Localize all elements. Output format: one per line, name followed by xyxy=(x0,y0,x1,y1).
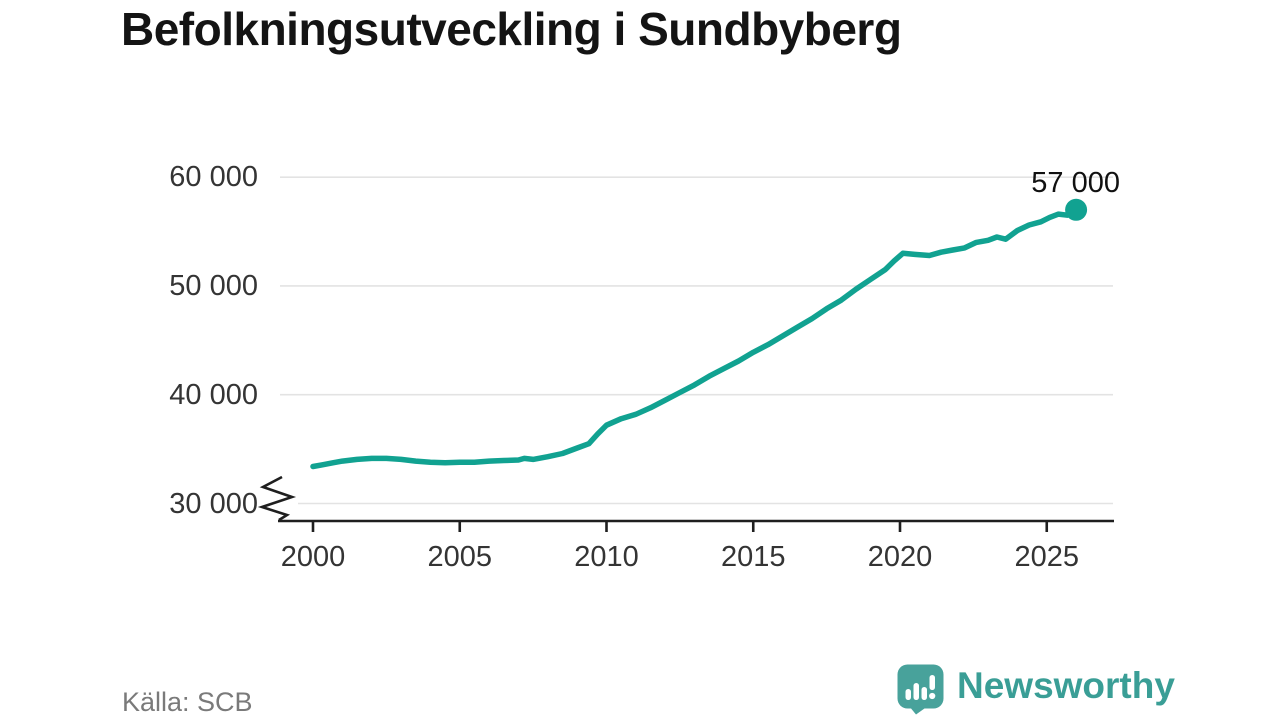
x-tick-label: 2010 xyxy=(574,541,639,573)
x-tick-label: 2005 xyxy=(427,541,492,573)
x-tick-label: 2025 xyxy=(1014,541,1079,573)
y-tick-label: 30 000 xyxy=(169,487,258,520)
y-tick-label: 60 000 xyxy=(169,161,258,194)
x-tick-label: 2000 xyxy=(280,541,346,573)
brand-name: Newsworthy xyxy=(957,665,1175,706)
source-note: Källa: SCB xyxy=(122,687,253,717)
x-tick-label: 2015 xyxy=(720,541,786,573)
y-tick-label: 40 000 xyxy=(169,378,258,411)
chart-title: Befolkningsutveckling i Sundbyberg xyxy=(121,3,902,55)
last-value-label: 57 000 xyxy=(1031,167,1120,199)
end-dot xyxy=(1065,198,1088,221)
newsworthy-speech-bubble-bar-chart-icon xyxy=(897,664,944,715)
population-line xyxy=(310,207,1079,470)
x-tick-label: 2020 xyxy=(867,541,933,573)
newsworthy-logo: Newsworthy xyxy=(897,664,1175,715)
axis-break-zigzag xyxy=(257,475,297,522)
y-tick-label: 50 000 xyxy=(169,269,258,302)
